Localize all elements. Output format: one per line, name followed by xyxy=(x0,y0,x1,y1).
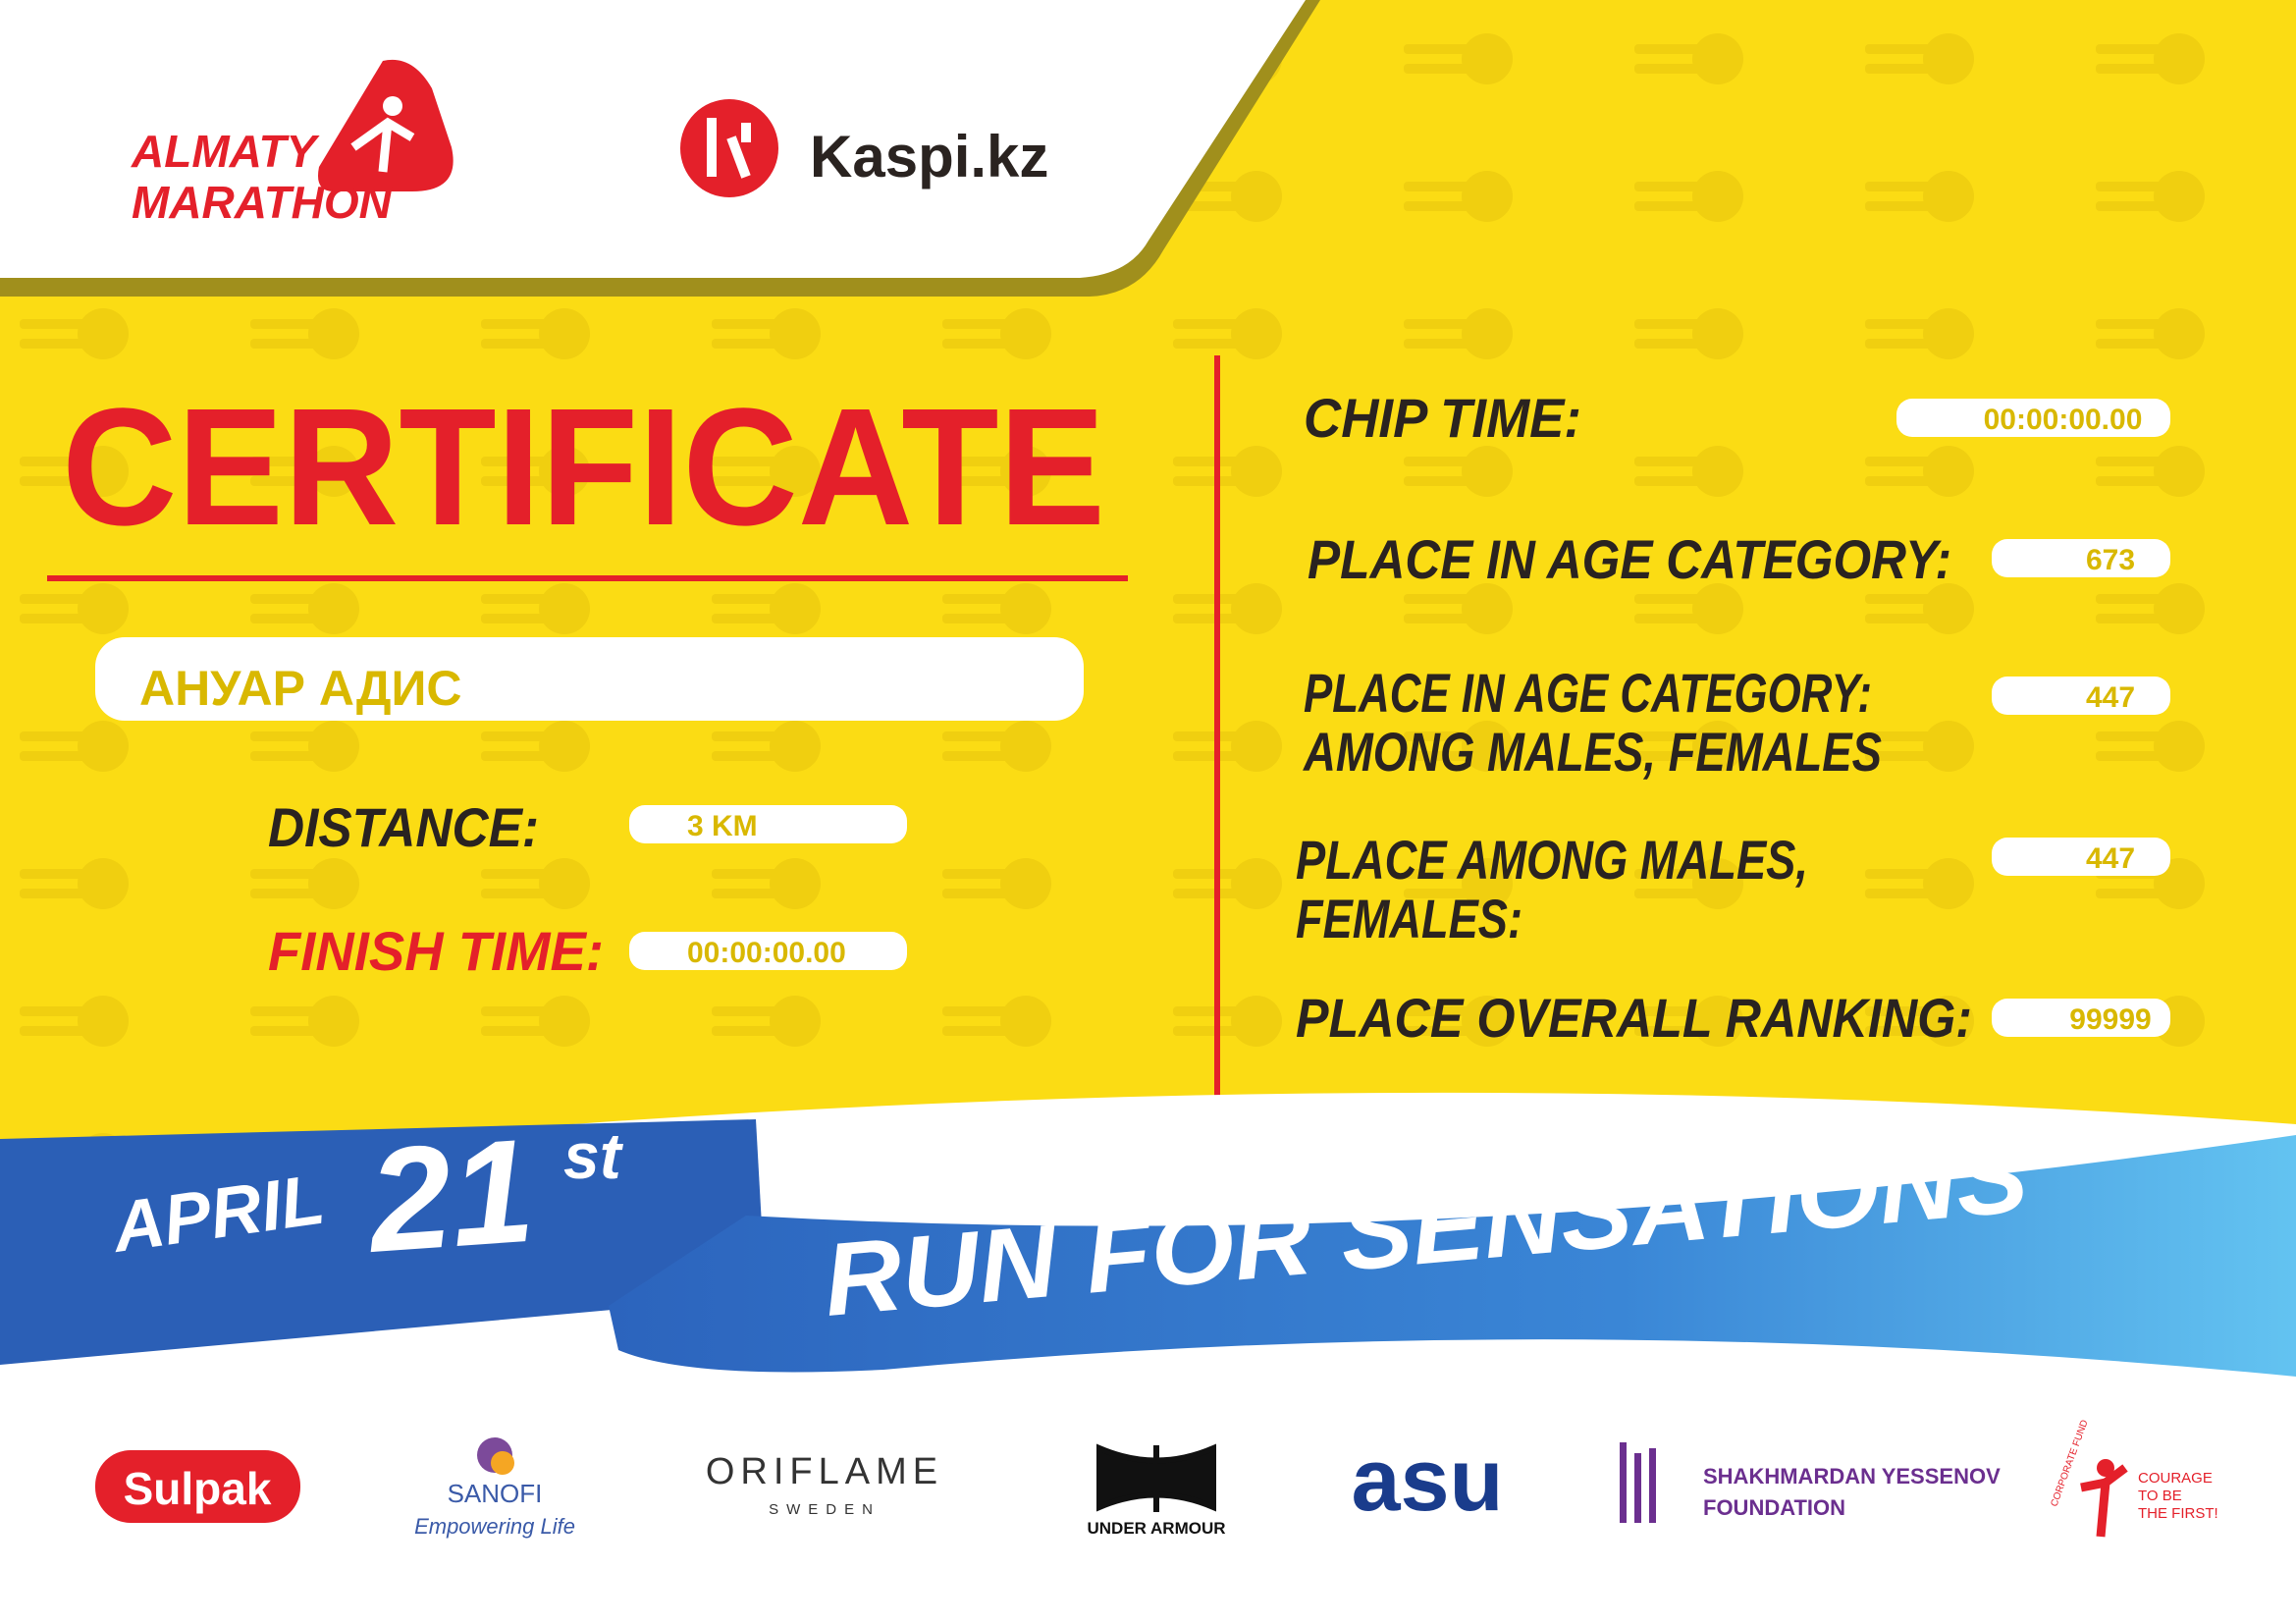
result-label: FEMALES: xyxy=(1296,888,1522,949)
partner: TO BE xyxy=(2138,1488,2182,1504)
partner: SWEDEN xyxy=(769,1501,881,1518)
partner: FOUNDATION xyxy=(1703,1495,1845,1520)
result-label: PLACE IN AGE CATEGORY: xyxy=(1308,528,1951,590)
result-value: 673 xyxy=(2086,544,2135,576)
partner: Empowering Life xyxy=(414,1514,575,1539)
certificate-title: CERTIFICATE xyxy=(62,374,1105,561)
result-label: AMONG MALES, FEMALES xyxy=(1302,721,1882,783)
fields: DISTANCE: 3 KM FINISH TIME: 00:00:00.00 xyxy=(268,796,907,982)
result-box xyxy=(1992,677,2170,715)
partner: UNDER ARMOUR xyxy=(1087,1519,1225,1538)
result-box xyxy=(1992,838,2170,876)
field-label: FINISH TIME: xyxy=(268,920,604,982)
banner-day: 21 xyxy=(361,1108,539,1283)
header xyxy=(0,0,1306,278)
yessenov-logo xyxy=(1620,1442,1656,1523)
result-label: PLACE IN AGE CATEGORY: xyxy=(1304,662,1872,724)
field-box xyxy=(629,932,907,970)
field-box xyxy=(629,805,907,843)
partner: SHAKHMARDAN YESSENOV xyxy=(1703,1464,2001,1489)
partner: asu xyxy=(1351,1432,1503,1530)
logo-figure xyxy=(383,96,402,116)
partner: COURAGE xyxy=(2138,1470,2213,1487)
field-label: DISTANCE: xyxy=(268,796,539,858)
result-box xyxy=(1992,539,2170,577)
result-value: 447 xyxy=(2086,842,2135,875)
field-value: 00:00:00.00 xyxy=(687,937,846,969)
kaspi-logo xyxy=(680,99,778,197)
results: CHIP TIME: 00:00:00.00 PLACE IN AGE CATEGO… xyxy=(1296,387,2170,1049)
result-label: PLACE OVERALL RANKING: xyxy=(1296,987,1972,1049)
result-box xyxy=(1896,399,2170,437)
result-label: CHIP TIME: xyxy=(1304,387,1581,449)
result-value: 99999 xyxy=(2069,1003,2151,1036)
result-box xyxy=(1992,999,2170,1037)
logo-text: MARATHON xyxy=(132,177,393,228)
ua-logo xyxy=(1096,1443,1216,1512)
partner: THE FIRST! xyxy=(2138,1505,2218,1522)
field-value: 3 KM xyxy=(687,810,758,842)
partner: ORIFLAME xyxy=(706,1451,943,1492)
sponsor-name: Kaspi.kz xyxy=(810,124,1048,189)
participant-name: АНУАР АДИС xyxy=(139,661,462,716)
logo-text: ALMATY xyxy=(131,126,321,177)
banner-suffix: st xyxy=(563,1119,624,1192)
courage-logo xyxy=(2097,1459,2114,1477)
result-label: PLACE AMONG MALES, xyxy=(1296,829,1808,891)
partner: SANOFI xyxy=(448,1479,543,1508)
partner: Sulpak xyxy=(124,1463,272,1514)
result-value: 447 xyxy=(2086,681,2135,714)
ribbon xyxy=(609,1135,2296,1377)
result-value: 00:00:00.00 xyxy=(1984,404,2143,436)
sulpak-logo xyxy=(95,1450,300,1523)
name-box xyxy=(95,637,1084,721)
ribbon-left xyxy=(0,1119,766,1365)
